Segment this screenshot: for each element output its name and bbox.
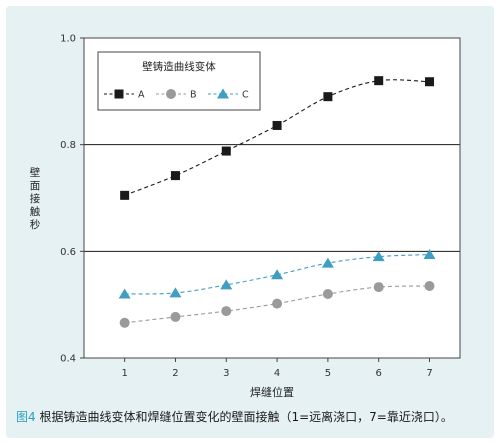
legend-item-b: B bbox=[156, 89, 197, 101]
legend: 壁铸造曲线变体 A B C bbox=[97, 51, 261, 111]
y-axis-label-char: 面 bbox=[30, 180, 41, 192]
data-point bbox=[170, 311, 181, 322]
data-point bbox=[373, 282, 384, 293]
y-axis-label-char: 接 bbox=[30, 192, 41, 205]
y-axis-label-char: 秒 bbox=[30, 218, 41, 231]
data-point bbox=[372, 251, 385, 262]
y-axis-label-char: 壁 bbox=[30, 166, 41, 179]
data-point bbox=[120, 190, 130, 200]
data-point bbox=[220, 279, 233, 290]
y-tick-label: 1.0 bbox=[60, 34, 76, 45]
data-point bbox=[323, 92, 333, 102]
data-point bbox=[170, 171, 180, 181]
series-b bbox=[119, 281, 435, 328]
data-point bbox=[221, 306, 232, 317]
data-point bbox=[321, 257, 334, 268]
x-tick-label: 6 bbox=[376, 368, 382, 379]
figure-panel: 0.4 0.6 0.8 1.0 1 2 3 4 5 6 7 焊缝位置 壁面接触秒 壁铸造曲线变体 A B C 图… bbox=[6, 6, 494, 438]
legend-marker bbox=[114, 89, 124, 99]
data-point bbox=[272, 120, 282, 130]
plot-frame bbox=[83, 37, 461, 359]
data-point bbox=[374, 76, 384, 86]
legend-label: C bbox=[242, 90, 249, 101]
x-axis-label: 焊缝位置 bbox=[250, 385, 294, 399]
data-point bbox=[423, 249, 436, 260]
figure-caption-text: 根据铸造曲线变体和焊缝位置变化的壁面接触（1=远离浇口，7=靠近浇口）。 bbox=[35, 410, 453, 424]
legend-label: A bbox=[138, 90, 145, 101]
legend-marker bbox=[217, 88, 229, 99]
data-point bbox=[425, 77, 435, 87]
data-point bbox=[118, 288, 131, 299]
x-tick-label: 3 bbox=[223, 368, 229, 379]
legend-label: B bbox=[190, 90, 197, 101]
x-tick-label: 1 bbox=[121, 368, 127, 379]
data-point bbox=[169, 287, 182, 298]
series-a bbox=[120, 76, 435, 200]
series-c bbox=[118, 249, 436, 299]
x-tick-label: 7 bbox=[426, 368, 432, 379]
figure-caption: 图4 根据铸造曲线变体和焊缝位置变化的壁面接触（1=远离浇口，7=靠近浇口）。 bbox=[16, 408, 453, 425]
data-point bbox=[272, 298, 283, 309]
legend-item-c: C bbox=[208, 88, 249, 101]
data-point bbox=[271, 269, 284, 280]
legend-item-a: A bbox=[104, 89, 145, 101]
x-tick-label: 4 bbox=[274, 368, 280, 379]
data-point bbox=[119, 317, 130, 328]
legend-box bbox=[97, 51, 261, 111]
legend-marker bbox=[166, 89, 176, 99]
x-tick-label: 5 bbox=[325, 368, 331, 379]
figure-number: 图4 bbox=[16, 410, 36, 424]
data-point bbox=[221, 146, 231, 156]
y-axis-label-char: 触 bbox=[30, 205, 41, 218]
data-point bbox=[322, 289, 333, 299]
y-tick-label: 0.4 bbox=[60, 354, 76, 365]
x-tick-label: 2 bbox=[172, 368, 178, 379]
data-point bbox=[424, 281, 435, 291]
y-tick-label: 0.6 bbox=[60, 247, 76, 258]
legend-title: 壁铸造曲线变体 bbox=[142, 60, 216, 73]
y-tick-label: 0.8 bbox=[60, 140, 76, 151]
